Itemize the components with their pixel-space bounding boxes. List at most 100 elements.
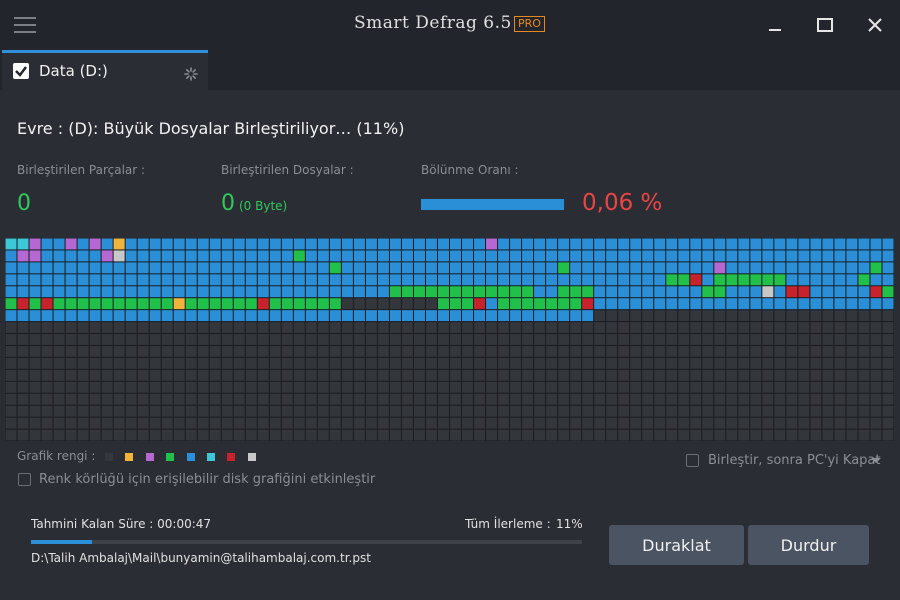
disk-block xyxy=(149,274,161,286)
disk-block xyxy=(89,286,101,298)
disk-block xyxy=(269,262,281,274)
disk-block xyxy=(389,357,401,369)
disk-block xyxy=(606,274,618,286)
disk-block xyxy=(413,429,425,441)
disk-block xyxy=(17,417,29,429)
disk-block xyxy=(714,286,726,298)
disk-block xyxy=(822,334,834,345)
disk-block xyxy=(377,322,389,334)
disk-block xyxy=(233,429,245,441)
disk-block xyxy=(245,274,257,286)
disk-block xyxy=(173,369,185,381)
disk-block xyxy=(534,286,546,298)
disk-block xyxy=(137,345,149,357)
disk-block xyxy=(762,238,774,250)
disk-block xyxy=(425,429,437,441)
disk-block xyxy=(774,369,786,381)
disk-block xyxy=(65,250,77,262)
disk-block xyxy=(365,322,377,334)
disk-block xyxy=(293,381,305,393)
disk-block xyxy=(53,405,65,417)
disk-block xyxy=(53,429,65,441)
disk-block xyxy=(618,286,630,298)
disk-block xyxy=(353,310,365,322)
disk-block xyxy=(257,322,269,334)
disk-block xyxy=(882,262,894,274)
disk-block xyxy=(546,405,558,417)
disk-block xyxy=(281,250,293,262)
disk-block xyxy=(125,381,137,393)
colorblind-checkbox[interactable] xyxy=(18,473,31,486)
disk-block xyxy=(858,393,870,405)
disk-block xyxy=(161,393,173,405)
disk-block xyxy=(341,417,353,429)
disk-block xyxy=(858,298,870,310)
disk-block xyxy=(389,393,401,405)
disk-block xyxy=(341,322,353,334)
disk-block xyxy=(690,357,702,369)
disk-block xyxy=(209,334,221,345)
disk-block xyxy=(630,298,642,310)
shutdown-after-label[interactable]: Birleştir, sonra PC'yi Kapat xyxy=(708,453,881,468)
disk-block xyxy=(209,381,221,393)
disk-block xyxy=(125,274,137,286)
disk-block xyxy=(77,274,89,286)
disk-block xyxy=(846,334,858,345)
disk-block xyxy=(810,369,822,381)
disk-block xyxy=(690,298,702,310)
disk-block xyxy=(486,345,498,357)
tab-drive-d[interactable]: Data (D:) xyxy=(2,50,208,90)
disk-block xyxy=(762,286,774,298)
legend-swatch xyxy=(247,453,256,461)
disk-block xyxy=(846,405,858,417)
disk-block xyxy=(462,405,474,417)
disk-block xyxy=(570,322,582,334)
close-icon[interactable] xyxy=(862,12,888,38)
disk-block xyxy=(798,393,810,405)
shutdown-after-checkbox[interactable] xyxy=(686,454,699,467)
disk-block xyxy=(77,262,89,274)
chevron-down-icon[interactable] xyxy=(871,458,881,463)
disk-block xyxy=(77,345,89,357)
disk-block xyxy=(89,322,101,334)
disk-block xyxy=(413,334,425,345)
disk-block xyxy=(870,250,882,262)
menu-icon[interactable] xyxy=(14,17,36,33)
disk-block xyxy=(53,274,65,286)
disk-block xyxy=(89,238,101,250)
colorblind-label[interactable]: Renk körlüğü için erişilebilir disk graf… xyxy=(39,472,376,487)
disk-block xyxy=(341,250,353,262)
disk-block xyxy=(317,286,329,298)
disk-block xyxy=(233,262,245,274)
disk-block xyxy=(882,405,894,417)
pause-button[interactable]: Duraklat xyxy=(609,525,744,565)
disk-block xyxy=(161,310,173,322)
disk-block xyxy=(29,310,41,322)
disk-block xyxy=(305,310,317,322)
disk-block xyxy=(774,381,786,393)
disk-block xyxy=(762,262,774,274)
disk-block xyxy=(690,238,702,250)
disk-block xyxy=(305,322,317,334)
disk-block xyxy=(666,393,678,405)
disk-block xyxy=(546,393,558,405)
disk-block xyxy=(570,262,582,274)
disk-block xyxy=(762,322,774,334)
disk-block xyxy=(185,393,197,405)
disk-block xyxy=(450,274,462,286)
disk-block xyxy=(654,393,666,405)
disk-block xyxy=(798,357,810,369)
disk-block xyxy=(293,274,305,286)
disk-block xyxy=(726,322,738,334)
stop-button[interactable]: Durdur xyxy=(748,525,869,565)
maximize-icon[interactable] xyxy=(812,12,838,38)
checkbox-icon[interactable] xyxy=(13,63,29,79)
disk-block xyxy=(233,381,245,393)
minimize-icon[interactable] xyxy=(762,12,788,38)
disk-block xyxy=(534,238,546,250)
disk-block xyxy=(858,369,870,381)
disk-block xyxy=(317,369,329,381)
disk-block xyxy=(510,393,522,405)
disk-block xyxy=(474,405,486,417)
disk-block xyxy=(305,262,317,274)
